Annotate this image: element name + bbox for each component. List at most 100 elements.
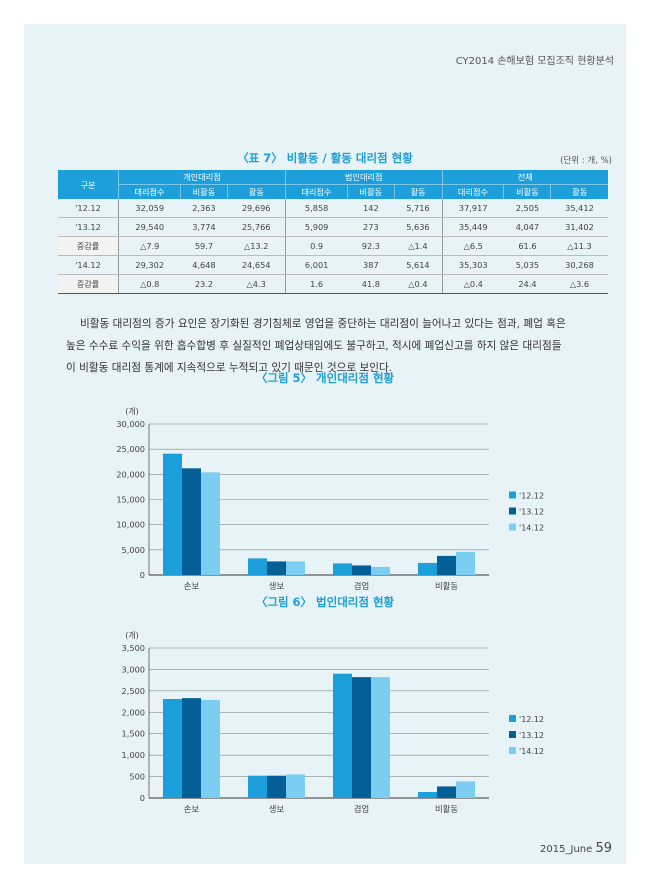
table-cell: 5,716 (394, 199, 442, 218)
page: CY2014 손해보험 모집조직 현황분석 〈표 7〉 비활동 / 활동 대리점… (24, 24, 626, 864)
table-cell: 0.9 (284, 236, 348, 256)
table-cell: 37,917 (441, 199, 504, 218)
table-group-corporate: 법인대리점 (284, 170, 442, 185)
table-row: 증감률 △7.9 59.7 △13.2 0.9 92.3 △1.4 △6.5 61.6 △11.3 (58, 236, 608, 256)
figure-5-title: 〈그림 5〉 개인대리점 현황 (255, 371, 395, 385)
table-row: 증감률 △0.8 23.2 △4.3 1.6 41.8 △0.4 △0.4 24.4 △3.6 (58, 274, 608, 294)
y-tick-label: 500 (129, 772, 145, 782)
y-tick-label: 2,000 (122, 707, 145, 717)
paragraph-line: 높은 수수료 수익을 위한 흡수합병 후 실질적인 폐업상태임에도 불구하고, … (66, 340, 562, 352)
agency-table: 구분 개인대리점 법인대리점 전체 대리점수 비활동 활동 대리점수 비활동 활… (58, 170, 608, 294)
x-tick-label: 비활동 (435, 804, 458, 814)
bar-생보-12.12 (248, 558, 267, 575)
table-subhead: 활동 (550, 184, 608, 199)
table-cell: 6,001 (284, 255, 348, 275)
legend-swatch (509, 731, 516, 738)
table-row-label: '14.12 (58, 255, 119, 275)
table-row: '13.12 29,540 3,774 25,766 5,909 273 5,636 35,4… (58, 217, 608, 237)
y-tick-label: 20,000 (116, 469, 145, 479)
y-axis-label: (개) (125, 630, 139, 640)
table-cell: 25,766 (227, 217, 286, 237)
table-group-total: 전체 (441, 170, 608, 185)
table-cell: 92.3 (347, 236, 395, 256)
table-cell: 273 (347, 217, 395, 237)
bar-겸업-13.12 (352, 677, 371, 798)
table-cell: 5,909 (284, 217, 348, 237)
table-unit: (단위 : 개, %) (560, 156, 612, 166)
bar-생보-13.12 (267, 775, 286, 798)
table-cell: 5,614 (394, 255, 442, 275)
table-row: '12.12 32,059 2,363 29,696 5,858 142 5,716 37,9… (58, 199, 608, 218)
table-title: 〈표 7〉 비활동 / 활동 대리점 현황 (237, 151, 413, 165)
table-cell: 31,402 (550, 217, 608, 237)
table-cell: 35,412 (550, 199, 608, 218)
table-cell: 4,648 (180, 255, 228, 275)
bar-비활동-12.12 (418, 562, 437, 575)
table-cell: 59.7 (180, 236, 228, 256)
legend-label: '13.12 (519, 508, 544, 517)
legend-swatch (509, 715, 516, 722)
bar-손보-14.12 (201, 472, 220, 575)
paragraph-line: 이 비활동 대리점 통계에 지속적으로 누적되고 있기 때문인 것으로 보인다. (66, 362, 393, 374)
table-cell: 35,449 (441, 217, 504, 237)
table-subhead: 대리점수 (441, 184, 504, 199)
table-cell: 23.2 (180, 274, 228, 294)
table-cell: △0.8 (118, 274, 181, 294)
table-row-label: 증감률 (58, 274, 119, 294)
table-cell: △3.6 (550, 274, 608, 294)
table-cell: 41.8 (347, 274, 395, 294)
y-tick-label: 2,500 (122, 686, 145, 696)
table-cell: △1.4 (394, 236, 442, 256)
bar-손보-13.12 (182, 468, 201, 575)
body-paragraph: 비활동 대리점의 증가 요인은 장기화된 경기침체로 영업을 중단하는 대리점이… (66, 313, 614, 379)
table-cell: 30,268 (550, 255, 608, 275)
y-tick-label: 0 (140, 793, 145, 803)
y-tick-label: 25,000 (116, 444, 145, 454)
page-footer: 2015_June 59 (540, 841, 612, 856)
y-tick-label: 1,000 (122, 750, 145, 760)
x-tick-label: 비활동 (435, 581, 458, 591)
y-tick-label: 15,000 (116, 495, 145, 505)
legend-label: '12.12 (519, 715, 544, 724)
legend-swatch (509, 507, 516, 515)
bar-겸업-14.12 (371, 677, 390, 798)
table-cell: 24.4 (503, 274, 551, 294)
table-row-label: 증감률 (58, 236, 119, 256)
y-tick-label: 5,000 (122, 545, 145, 555)
footer-issue: 2015_June (540, 844, 596, 855)
table-cell: △7.9 (118, 236, 181, 256)
bar-겸업-13.12 (352, 565, 371, 575)
table-cell: 29,696 (227, 199, 286, 218)
x-tick-label: 겸업 (354, 581, 369, 591)
bar-생보-14.12 (286, 774, 305, 798)
bar-비활동-14.12 (456, 551, 475, 575)
table-cell: 32,059 (118, 199, 181, 218)
x-tick-label: 겸업 (354, 804, 369, 814)
legend-label: '13.12 (519, 731, 544, 740)
figure-6-title: 〈그림 6〉 법인대리점 현황 (255, 595, 395, 609)
bar-비활동-13.12 (437, 786, 456, 798)
legend-swatch (509, 523, 516, 531)
y-tick-label: 1,500 (122, 729, 145, 739)
table-cell: 4,047 (503, 217, 551, 237)
bar-생보-12.12 (248, 775, 267, 798)
bar-겸업-12.12 (333, 563, 352, 575)
bar-생보-14.12 (286, 561, 305, 575)
legend-swatch (509, 747, 516, 754)
table-cell: 387 (347, 255, 395, 275)
paragraph-line: 비활동 대리점의 증가 요인은 장기화된 경기침체로 영업을 중단하는 대리점이… (80, 318, 566, 330)
y-tick-label: 10,000 (116, 520, 145, 530)
y-tick-label: 3,500 (122, 643, 145, 653)
table-cell: 3,774 (180, 217, 228, 237)
table-cell: 61.6 (503, 236, 551, 256)
bar-손보-12.12 (163, 453, 182, 575)
table-cell: △4.3 (227, 274, 286, 294)
table-subhead: 비활동 (179, 184, 228, 199)
y-tick-label: 30,000 (116, 419, 145, 429)
table-cell: △6.5 (441, 236, 504, 256)
y-axis-label: (개) (125, 406, 139, 416)
bar-겸업-14.12 (371, 566, 390, 575)
table-cell: 142 (347, 199, 395, 218)
table-group-individual: 개인대리점 (118, 170, 286, 185)
chart-individual-agencies: (개) 0 5,000 10,000 15,000 20,000 25,000 30,000 손… (116, 406, 544, 591)
